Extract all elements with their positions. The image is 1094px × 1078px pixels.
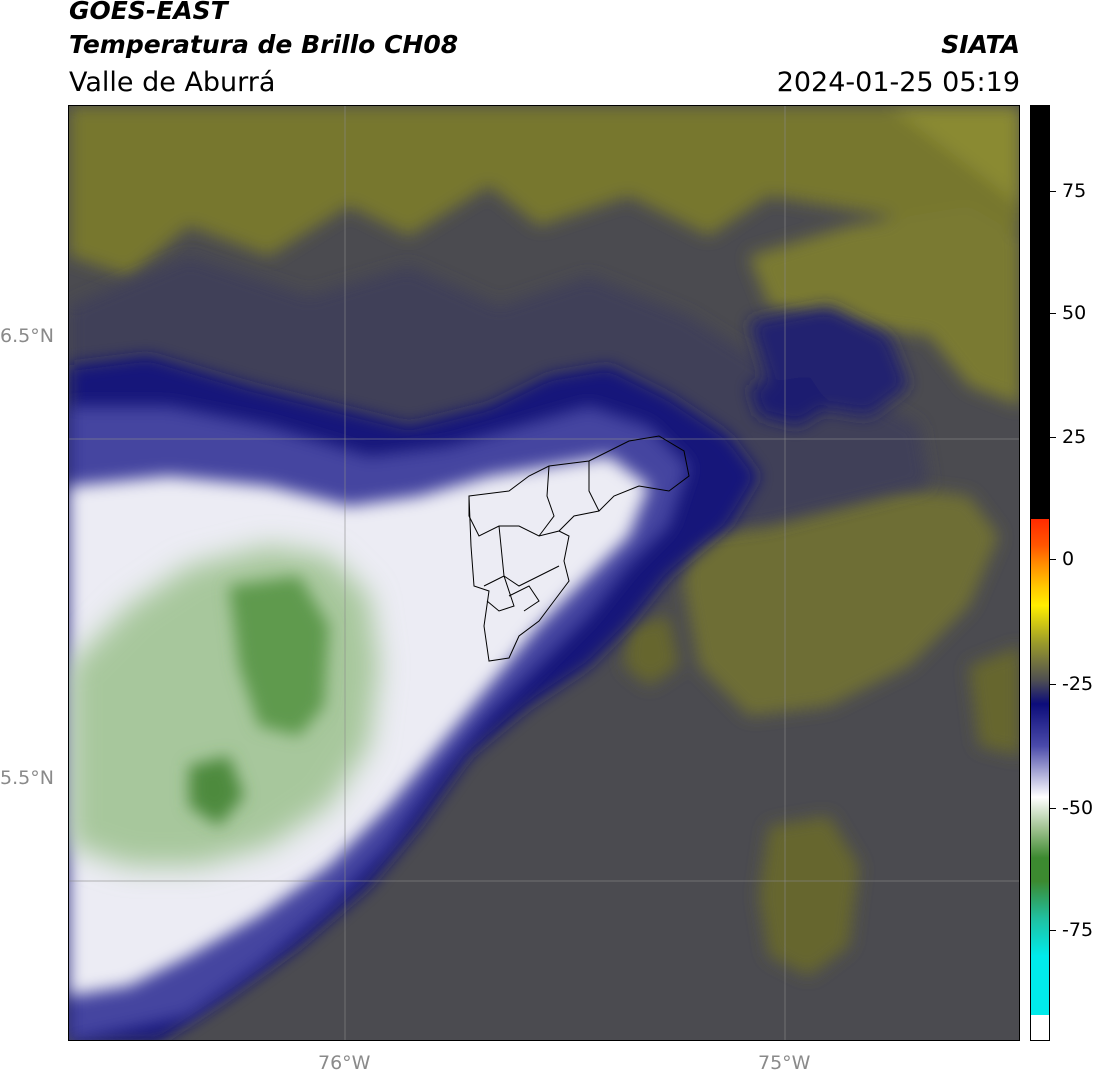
colorbar-tick <box>1050 191 1056 192</box>
region-label: Valle de Aburrá <box>69 67 276 98</box>
boundary-north <box>468 435 690 537</box>
green-cold-core <box>189 576 329 826</box>
lat-label-6-5: 6.5°N <box>0 325 54 347</box>
colorbar-tick <box>1050 437 1056 438</box>
olive-warm-regions <box>69 106 1019 976</box>
colorbar-tick <box>1050 808 1056 809</box>
map-title-product: Temperatura de Brillo CH08 <box>69 30 459 59</box>
lon-label-76w: 76°W <box>318 1052 371 1074</box>
temperature-colorbar <box>1030 105 1050 1041</box>
map-title-satellite: GOES-EAST <box>69 0 228 25</box>
colorbar-label-50: 50 <box>1062 302 1087 324</box>
colorbar-label-minus-50: -50 <box>1062 797 1094 819</box>
municipal-boundaries <box>468 435 690 662</box>
colorbar-tick <box>1050 313 1056 314</box>
boundary-west <box>468 495 570 662</box>
lat-label-5-5: 5.5°N <box>0 767 54 789</box>
colorbar-label-75: 75 <box>1062 180 1087 202</box>
timestamp-label: 2024-01-25 05:19 <box>776 67 1020 98</box>
colorbar-label-0: 0 <box>1062 548 1075 570</box>
boundary-south-2 <box>508 585 540 612</box>
colorbar-tick <box>1050 559 1056 560</box>
colorbar-tick <box>1050 930 1056 931</box>
boundary-center <box>498 525 560 587</box>
colorbar-label-minus-25: -25 <box>1062 673 1094 695</box>
boundary-south-1 <box>483 575 515 612</box>
graticule <box>69 106 1019 1040</box>
lon-label-75w: 75°W <box>758 1052 811 1074</box>
colorbar-label-minus-75: -75 <box>1062 919 1094 941</box>
brand-label: SIATA <box>941 30 1020 59</box>
colorbar-tick <box>1050 684 1056 685</box>
colorbar-label-25: 25 <box>1062 426 1087 448</box>
map-canvas <box>69 106 1019 1040</box>
brightness-temperature-map <box>68 105 1020 1041</box>
boundary-inner-2 <box>588 461 600 512</box>
boundary-inner-1 <box>538 465 555 537</box>
